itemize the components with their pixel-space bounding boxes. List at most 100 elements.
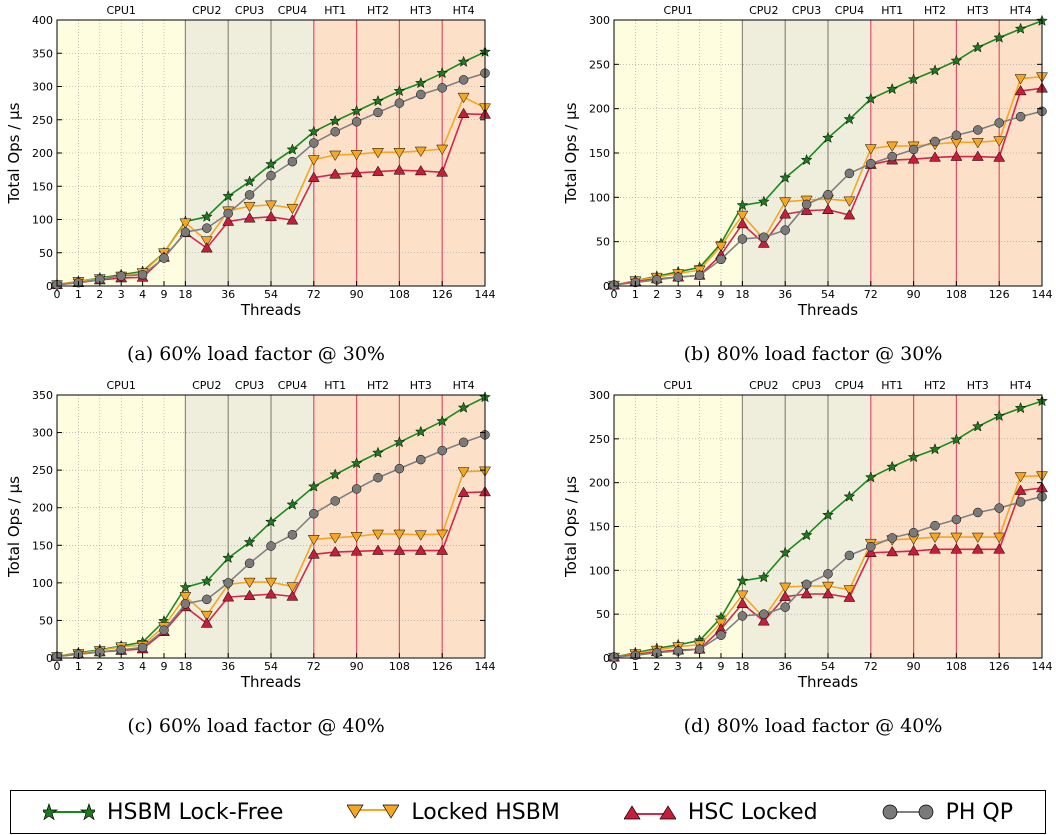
data-point — [1014, 84, 1027, 96]
data-point — [179, 581, 192, 593]
triangle-up-icon — [623, 805, 676, 820]
legend: HSBM Lock-Free Locked HSBM HSC Locked PH… — [10, 790, 1046, 834]
data-point — [866, 541, 876, 552]
data-point — [243, 212, 256, 223]
x-tick-label: 4 — [139, 288, 146, 301]
region-label: HT2 — [924, 379, 946, 392]
data-point — [950, 433, 963, 445]
data-point — [350, 150, 363, 161]
data-point — [993, 543, 1006, 554]
y-tick-label: 300 — [32, 81, 53, 94]
data-point — [244, 190, 255, 200]
x-tick-label: 72 — [864, 288, 878, 301]
data-point — [393, 84, 406, 97]
region-label: CPU2 — [749, 379, 778, 392]
y-axis-label: Total Ops / μs — [5, 476, 23, 578]
data-point — [414, 164, 427, 176]
data-point — [973, 125, 983, 135]
data-point — [929, 151, 941, 162]
data-point — [286, 590, 299, 601]
data-point — [822, 588, 834, 599]
x-tick-label: 144 — [475, 660, 496, 673]
x-tick-label: 72 — [864, 660, 878, 673]
data-point — [202, 594, 212, 605]
data-point — [736, 210, 749, 222]
data-point — [414, 544, 427, 555]
y-tick-label: 200 — [589, 103, 610, 116]
data-point — [287, 156, 298, 167]
region-label: HT4 — [1010, 4, 1032, 17]
x-tick-label: 36 — [221, 288, 235, 301]
data-point — [715, 241, 727, 253]
data-point — [843, 209, 856, 220]
data-point — [694, 644, 705, 654]
data-point — [779, 546, 792, 558]
data-point — [1014, 484, 1027, 495]
y-tick-label: 0 — [603, 280, 610, 293]
data-point — [887, 533, 897, 543]
x-tick-label: 54 — [264, 288, 278, 301]
y-axis-label: Total Ops / μs — [562, 102, 580, 204]
data-point — [222, 551, 235, 564]
data-point — [801, 199, 812, 210]
legend-label: PH QP — [945, 799, 1013, 825]
data-point — [864, 92, 877, 104]
data-point — [950, 150, 963, 161]
y-tick-label: 200 — [589, 477, 610, 490]
data-point — [200, 242, 213, 253]
data-point — [287, 530, 298, 540]
data-point — [886, 141, 899, 152]
data-point — [307, 171, 320, 182]
region-label: HT3 — [410, 379, 432, 392]
y-tick-label: 300 — [589, 389, 610, 402]
x-tick-label: 90 — [907, 288, 921, 301]
data-point — [844, 550, 855, 561]
y-tick-label: 250 — [32, 464, 53, 477]
y-tick-label: 200 — [32, 147, 53, 160]
data-point — [886, 460, 899, 472]
data-point — [329, 168, 342, 179]
x-tick-label: 9 — [161, 660, 168, 673]
chart-caption: (d) 80% load factor @ 40% — [684, 715, 943, 737]
data-point — [329, 150, 342, 161]
data-point — [736, 590, 749, 601]
data-point — [265, 200, 277, 211]
x-tick-label: 90 — [350, 288, 364, 301]
data-point — [266, 541, 276, 551]
data-point — [200, 610, 213, 622]
y-tick-label: 100 — [589, 564, 610, 577]
data-point — [779, 582, 792, 593]
x-tick-label: 18 — [735, 660, 749, 673]
data-point — [886, 545, 899, 557]
data-point — [843, 591, 856, 602]
data-point — [886, 82, 899, 95]
data-point — [416, 89, 426, 100]
data-point — [800, 153, 813, 166]
data-point — [372, 94, 384, 107]
data-point — [373, 107, 383, 118]
data-point — [116, 271, 126, 281]
data-point — [350, 532, 363, 543]
data-point — [950, 543, 963, 554]
region-bg-cpu — [185, 395, 314, 658]
data-point — [779, 197, 792, 208]
y-tick-label: 150 — [589, 147, 610, 160]
data-point — [843, 113, 856, 125]
x-tick-label: 3 — [118, 660, 125, 673]
data-point — [436, 544, 449, 555]
data-point — [350, 545, 363, 556]
data-point — [437, 445, 447, 456]
data-point — [243, 577, 256, 589]
data-point — [307, 548, 320, 559]
data-point — [372, 529, 384, 541]
data-point — [950, 54, 963, 66]
region-label: CPU4 — [278, 4, 307, 17]
data-point — [780, 602, 790, 612]
data-point — [265, 515, 277, 528]
data-point — [822, 203, 834, 214]
data-point — [393, 529, 406, 541]
data-point — [414, 76, 427, 89]
data-point — [716, 630, 726, 640]
data-point — [307, 125, 320, 137]
data-point — [822, 581, 834, 593]
